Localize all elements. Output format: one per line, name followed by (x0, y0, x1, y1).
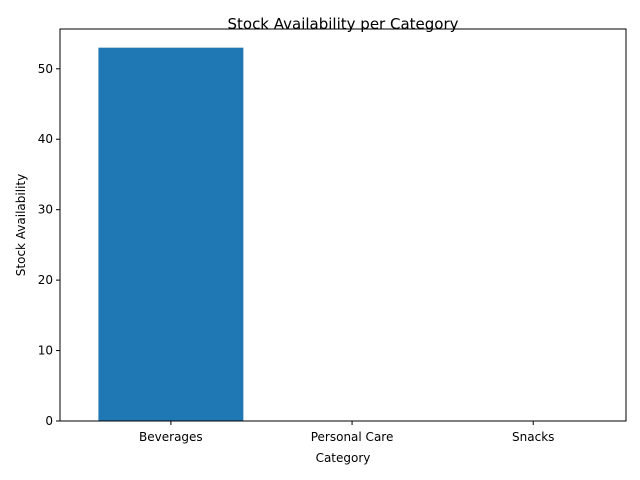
x-tick-label: Snacks (512, 430, 554, 444)
y-tick-label: 30 (38, 203, 53, 217)
plot-frame (59, 28, 627, 422)
y-tick-label: 50 (38, 62, 53, 76)
bar-beverages (98, 47, 244, 422)
y-axis-label: Stock Availability (14, 174, 28, 276)
y-tick-label: 40 (38, 132, 53, 146)
chart-title: Stock Availability per Category (227, 15, 458, 33)
y-tick-label: 10 (38, 344, 53, 358)
y-axis-ticks: 0 10 20 30 40 50 (38, 62, 60, 428)
y-tick-label: 0 (45, 414, 53, 428)
x-tick-label: Personal Care (311, 430, 394, 444)
x-axis-ticks: Beverages Personal Care Snacks (139, 421, 554, 444)
y-tick-label: 20 (38, 273, 53, 287)
x-axis-label: Category (316, 451, 371, 465)
bars-layer (98, 47, 244, 422)
x-tick-label: Beverages (139, 430, 203, 444)
